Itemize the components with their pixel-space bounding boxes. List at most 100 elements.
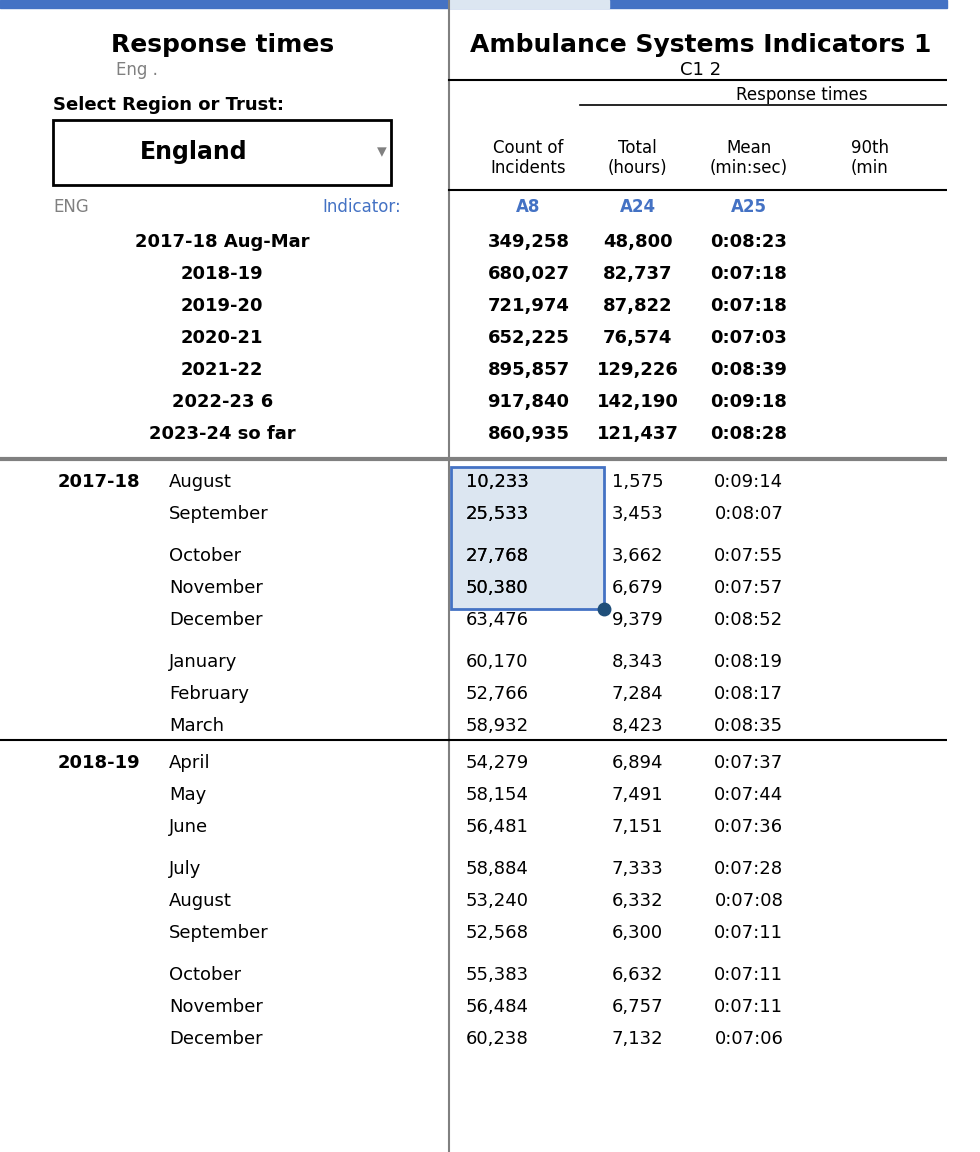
- Text: 7,491: 7,491: [612, 786, 663, 804]
- Text: 0:08:23: 0:08:23: [710, 233, 787, 251]
- Text: 9,379: 9,379: [612, 611, 663, 629]
- Text: ENG: ENG: [53, 198, 89, 217]
- Text: 0:07:57: 0:07:57: [714, 579, 783, 597]
- Text: 0:09:18: 0:09:18: [710, 393, 787, 411]
- Text: 0:07:18: 0:07:18: [710, 297, 787, 314]
- Text: January: January: [170, 653, 237, 670]
- Text: June: June: [170, 818, 208, 836]
- Text: 3,662: 3,662: [612, 547, 663, 564]
- Text: 53,240: 53,240: [466, 892, 528, 910]
- Text: 0:08:52: 0:08:52: [714, 611, 783, 629]
- Text: 0:08:28: 0:08:28: [710, 425, 787, 444]
- Text: August: August: [170, 473, 232, 491]
- Text: 54,279: 54,279: [466, 755, 528, 772]
- Text: 0:07:11: 0:07:11: [714, 924, 783, 942]
- Text: Mean
(min:sec): Mean (min:sec): [710, 138, 788, 177]
- Text: 25,533: 25,533: [466, 505, 528, 523]
- Text: 6,332: 6,332: [612, 892, 663, 910]
- Text: 90th
(min: 90th (min: [851, 138, 889, 177]
- Text: 0:07:11: 0:07:11: [714, 998, 783, 1016]
- Text: February: February: [170, 685, 249, 703]
- Text: 7,132: 7,132: [612, 1030, 663, 1048]
- Text: September: September: [170, 505, 269, 523]
- Text: December: December: [170, 611, 263, 629]
- Text: A24: A24: [619, 198, 656, 217]
- Text: 7,284: 7,284: [612, 685, 663, 703]
- Text: 56,484: 56,484: [466, 998, 528, 1016]
- Bar: [451, 467, 604, 609]
- Text: September: September: [170, 924, 269, 942]
- Text: November: November: [170, 998, 263, 1016]
- Text: August: August: [170, 892, 232, 910]
- Text: 82,737: 82,737: [603, 265, 672, 283]
- Text: 0:08:39: 0:08:39: [710, 361, 787, 379]
- Text: 895,857: 895,857: [487, 361, 569, 379]
- Text: 2018-19: 2018-19: [181, 265, 264, 283]
- Text: May: May: [170, 786, 207, 804]
- Text: 0:07:08: 0:07:08: [714, 892, 783, 910]
- Text: 0:07:44: 0:07:44: [714, 786, 783, 804]
- Text: 10,233: 10,233: [466, 473, 528, 491]
- Text: 2017-18 Aug-Mar: 2017-18 Aug-Mar: [135, 233, 310, 251]
- Text: 6,894: 6,894: [612, 755, 663, 772]
- Text: 2021-22: 2021-22: [181, 361, 264, 379]
- Text: 6,757: 6,757: [612, 998, 663, 1016]
- Text: November: November: [170, 579, 263, 597]
- Text: 0:08:19: 0:08:19: [714, 653, 783, 670]
- Text: Total
(hours): Total (hours): [608, 138, 667, 177]
- Text: 7,151: 7,151: [612, 818, 663, 836]
- Text: C1 2: C1 2: [680, 61, 721, 79]
- Text: October: October: [170, 547, 241, 564]
- Text: 917,840: 917,840: [487, 393, 569, 411]
- Text: Response times: Response times: [111, 33, 334, 56]
- Text: 0:09:14: 0:09:14: [714, 473, 783, 491]
- Text: 0:08:17: 0:08:17: [714, 685, 783, 703]
- Text: 48,800: 48,800: [603, 233, 672, 251]
- Text: 0:07:03: 0:07:03: [710, 329, 787, 347]
- Text: 76,574: 76,574: [603, 329, 672, 347]
- Text: 63,476: 63,476: [466, 611, 528, 629]
- Text: 8,343: 8,343: [612, 653, 663, 670]
- Text: 0:08:35: 0:08:35: [714, 717, 783, 735]
- Text: 6,300: 6,300: [612, 924, 663, 942]
- Text: 50,380: 50,380: [466, 579, 528, 597]
- Text: 25,533: 25,533: [466, 505, 528, 523]
- Text: 121,437: 121,437: [597, 425, 679, 444]
- Text: 142,190: 142,190: [597, 393, 679, 411]
- Text: 680,027: 680,027: [487, 265, 569, 283]
- Text: 0:07:36: 0:07:36: [714, 818, 783, 836]
- Text: March: March: [170, 717, 224, 735]
- Text: 0:07:11: 0:07:11: [714, 967, 783, 984]
- Text: 10,233: 10,233: [466, 473, 528, 491]
- Text: 2020-21: 2020-21: [181, 329, 264, 347]
- Text: 0:07:55: 0:07:55: [714, 547, 783, 564]
- Text: 60,238: 60,238: [466, 1030, 528, 1048]
- Text: 0:08:07: 0:08:07: [714, 505, 783, 523]
- Text: A25: A25: [731, 198, 767, 217]
- Text: 129,226: 129,226: [597, 361, 679, 379]
- Text: 0:07:37: 0:07:37: [714, 755, 783, 772]
- Text: Ambulance Systems Indicators 1: Ambulance Systems Indicators 1: [469, 33, 931, 56]
- Bar: [53, 120, 391, 185]
- Text: 721,974: 721,974: [488, 297, 569, 314]
- Text: 58,884: 58,884: [466, 861, 528, 878]
- Text: Indicator:: Indicator:: [322, 198, 401, 217]
- Text: 2017-18: 2017-18: [58, 473, 140, 491]
- Text: 56,481: 56,481: [466, 818, 528, 836]
- Text: 58,932: 58,932: [466, 717, 528, 735]
- Text: Count of
Incidents: Count of Incidents: [491, 138, 566, 177]
- Text: 58,154: 58,154: [466, 786, 528, 804]
- Text: 1,575: 1,575: [612, 473, 663, 491]
- Text: December: December: [170, 1030, 263, 1048]
- Text: 6,679: 6,679: [612, 579, 663, 597]
- Bar: [449, 0, 609, 8]
- Text: 0:07:06: 0:07:06: [714, 1030, 783, 1048]
- Text: 6,632: 6,632: [612, 967, 663, 984]
- Text: 27,768: 27,768: [466, 547, 528, 564]
- Text: 52,766: 52,766: [466, 685, 528, 703]
- Text: 60,170: 60,170: [466, 653, 528, 670]
- Text: 2022-23 6: 2022-23 6: [172, 393, 272, 411]
- Text: 87,822: 87,822: [603, 297, 672, 314]
- Text: ▾: ▾: [376, 143, 386, 161]
- Text: July: July: [170, 861, 202, 878]
